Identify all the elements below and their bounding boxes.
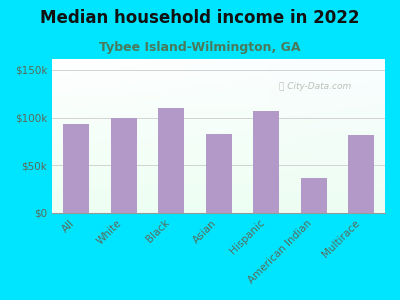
Text: Median household income in 2022: Median household income in 2022 (40, 9, 360, 27)
Bar (253, 111, 279, 213)
Bar (110, 118, 137, 213)
Bar (63, 124, 89, 213)
Bar (206, 134, 232, 213)
Text: ⓘ City-Data.com: ⓘ City-Data.com (278, 82, 351, 91)
Bar (158, 108, 184, 213)
Bar (348, 135, 374, 213)
Text: Tybee Island-Wilmington, GA: Tybee Island-Wilmington, GA (99, 40, 301, 53)
Bar (301, 178, 327, 213)
